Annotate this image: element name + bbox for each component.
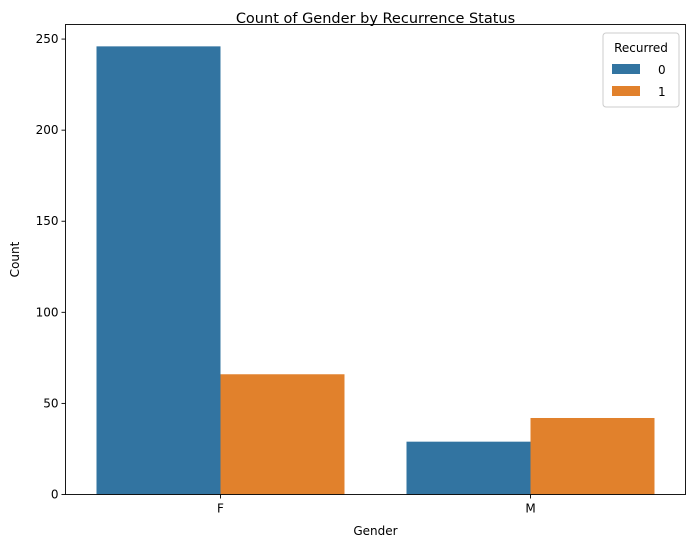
x-tick-label: F xyxy=(217,502,224,516)
chart-title: Count of Gender by Recurrence Status xyxy=(236,11,515,27)
legend-label-1: 1 xyxy=(658,85,666,99)
y-tick-label: 200 xyxy=(36,123,59,137)
legend-swatch-0 xyxy=(612,64,640,74)
y-axis-label: Count xyxy=(8,241,22,277)
legend-items: 01 xyxy=(612,63,666,99)
y-tick-label: 0 xyxy=(51,488,59,502)
x-tick-label: M xyxy=(525,502,535,516)
y-tick-label: 50 xyxy=(43,396,58,410)
y-tick-label: 100 xyxy=(36,305,59,319)
bar-M-recurred-1 xyxy=(530,417,655,495)
bar-F-recurred-1 xyxy=(220,374,345,495)
y-axis: 0 50 100 150 200 250 xyxy=(36,32,66,502)
legend-swatch-1 xyxy=(612,86,640,96)
bar-M-recurred-0 xyxy=(406,441,531,495)
y-tick-label: 150 xyxy=(36,214,59,228)
bars-group xyxy=(96,46,655,495)
x-axis-label: Gender xyxy=(353,524,397,538)
legend-label-0: 0 xyxy=(658,63,666,77)
legend-title: Recurred xyxy=(614,41,668,55)
legend: Recurred 01 xyxy=(602,32,680,108)
bar-F-recurred-0 xyxy=(96,46,221,495)
y-tick-label: 250 xyxy=(36,32,59,46)
plot-frame xyxy=(65,24,686,495)
